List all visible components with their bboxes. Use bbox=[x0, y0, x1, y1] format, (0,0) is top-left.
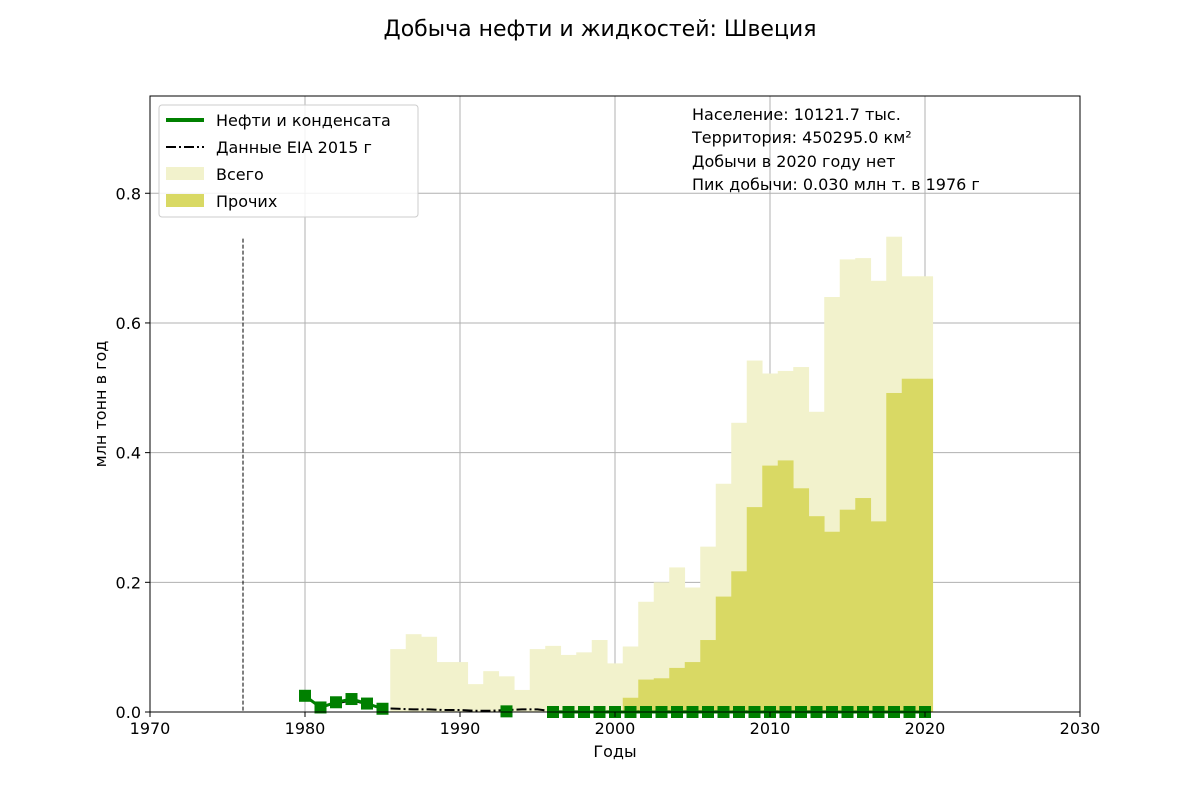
total-bar bbox=[483, 671, 500, 712]
y-tick-label: 0.0 bbox=[116, 703, 141, 722]
other-bar bbox=[855, 498, 872, 712]
y-tick-label: 0.2 bbox=[116, 573, 141, 592]
other-bar bbox=[638, 679, 655, 712]
chart-title: Добыча нефти и жидкостей: Швеция bbox=[384, 17, 817, 42]
other-bar bbox=[886, 392, 903, 712]
y-axis-label: млн тонн в год bbox=[91, 341, 110, 468]
other-bar bbox=[669, 667, 686, 712]
annotation-peak: Пик добычи: 0.030 млн т. в 1976 г bbox=[692, 175, 980, 194]
annotation-production-2020: Добычи в 2020 году нет bbox=[692, 152, 895, 171]
other-bar bbox=[653, 678, 670, 712]
oil-point bbox=[299, 689, 311, 702]
other-bar bbox=[839, 509, 856, 712]
other-bar bbox=[731, 571, 748, 712]
x-tick-label: 1980 bbox=[285, 719, 326, 738]
x-tick-label: 1970 bbox=[130, 719, 171, 738]
info-annotations: Население: 10121.7 тыс. Территория: 4502… bbox=[691, 105, 980, 194]
total-bar bbox=[390, 649, 407, 712]
total-bar bbox=[405, 634, 422, 712]
other-bar bbox=[777, 460, 794, 712]
total-bar bbox=[467, 684, 484, 712]
x-tick-label: 2030 bbox=[1060, 719, 1101, 738]
legend-swatch-total bbox=[166, 167, 204, 180]
total-bar bbox=[421, 636, 438, 712]
other-bar bbox=[870, 521, 887, 712]
other-bar bbox=[793, 488, 810, 712]
other-bar bbox=[824, 531, 841, 712]
other-bar bbox=[808, 516, 825, 712]
y-tick-label: 0.4 bbox=[116, 444, 141, 463]
total-bar bbox=[545, 645, 562, 712]
other-bars bbox=[622, 378, 934, 712]
other-bar bbox=[684, 662, 701, 712]
total-bar bbox=[622, 646, 639, 712]
x-tick-label: 2010 bbox=[750, 719, 791, 738]
x-tick-label: 2000 bbox=[595, 719, 636, 738]
other-bar bbox=[917, 378, 934, 712]
annotation-population: Население: 10121.7 тыс. bbox=[692, 105, 901, 124]
total-bar bbox=[560, 654, 577, 712]
total-bar bbox=[607, 663, 624, 712]
oil-point bbox=[361, 697, 373, 710]
total-bar bbox=[591, 640, 608, 712]
other-bar bbox=[746, 507, 763, 712]
legend-label-total: Всего bbox=[216, 165, 264, 184]
oil-point bbox=[376, 702, 389, 715]
total-bar bbox=[436, 662, 453, 712]
total-bar bbox=[452, 662, 469, 712]
x-axis-ticks: 1970 1980 1990 2000 2010 2020 2030 bbox=[130, 712, 1101, 738]
other-bar bbox=[715, 596, 732, 712]
total-bar bbox=[498, 676, 515, 712]
eia-line bbox=[304, 696, 832, 713]
x-axis-label: Годы bbox=[593, 742, 636, 761]
oil-point bbox=[330, 696, 342, 709]
legend-swatch-other bbox=[166, 194, 204, 207]
total-bar bbox=[514, 689, 531, 712]
legend-box bbox=[158, 104, 419, 218]
oil-point bbox=[345, 693, 358, 706]
other-bar bbox=[901, 378, 918, 712]
other-bar bbox=[762, 465, 779, 712]
y-axis-ticks: 0.0 0.2 0.4 0.6 0.8 bbox=[116, 184, 150, 722]
legend-label-oil: Нефти и конденсата bbox=[216, 111, 391, 130]
annotation-territory: Территория: 450295.0 км² bbox=[691, 128, 912, 147]
other-bar bbox=[700, 640, 717, 712]
y-tick-label: 0.8 bbox=[116, 184, 141, 203]
oil-point bbox=[500, 705, 513, 718]
x-tick-label: 2020 bbox=[905, 719, 946, 738]
y-tick-label: 0.6 bbox=[116, 314, 141, 333]
x-tick-label: 1990 bbox=[440, 719, 481, 738]
legend-label-other: Прочих bbox=[216, 192, 277, 211]
oil-point bbox=[314, 701, 327, 714]
total-bar bbox=[576, 652, 593, 712]
eia-series bbox=[304, 696, 832, 713]
legend-label-eia: Данные EIA 2015 г bbox=[216, 138, 372, 157]
legend: Нефти и конденсата Данные EIA 2015 г Все… bbox=[158, 104, 419, 218]
total-bar bbox=[529, 649, 546, 712]
